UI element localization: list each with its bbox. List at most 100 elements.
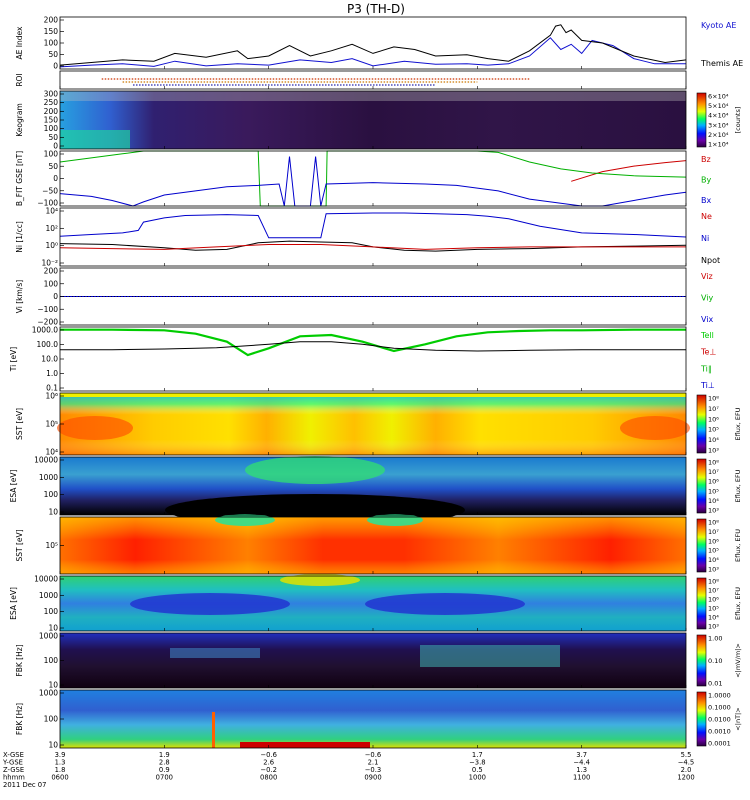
xaxis-value: 1000 — [469, 774, 486, 782]
esa_ion-colorbar-tick: 10⁶ — [708, 478, 719, 486]
keogram-ytick-label: 100 — [44, 124, 59, 133]
fbk_e-ytick-label: 100 — [44, 656, 59, 665]
sst_ion-colorbar-tick: 10⁴ — [708, 436, 719, 444]
sst_ion-ylabel: SST [eV] — [15, 408, 24, 440]
xaxis-value: 0700 — [156, 774, 173, 782]
esa-electron-yellow — [280, 574, 360, 586]
keogram-bright-band — [60, 130, 130, 149]
velocity-ylabel: Vi [km/s] — [15, 280, 24, 313]
esa_elec-ytick-label: 1000 — [39, 591, 58, 600]
esa_elec-ytick-label: 10000 — [34, 575, 58, 584]
xaxis-value: 3.7 — [576, 751, 587, 759]
xaxis-value: −4.4 — [573, 759, 590, 767]
xaxis-value: 1200 — [677, 774, 694, 782]
xaxis-value: 1.3 — [55, 759, 66, 767]
sst_elec-colorbar-tick: 10⁴ — [708, 556, 719, 564]
xaxis-value: −0.3 — [365, 766, 382, 774]
xaxis-date: 2011 Dec 07 — [3, 781, 46, 789]
xaxis-value: −0.2 — [260, 766, 277, 774]
density-legend-ne: Ne — [701, 212, 712, 221]
sst_ion-colorbar-tick: 10⁷ — [708, 405, 719, 413]
xaxis-value: 1100 — [573, 774, 590, 782]
roi-ylabel: ROI — [15, 73, 24, 86]
esa_ion-ylabel: ESA [eV] — [9, 470, 18, 503]
esa_ion-colorbar-tick: 10³ — [708, 507, 719, 515]
esa_ion-ytick-label: 10 — [48, 508, 58, 517]
sst_elec-colorbar-label: Eflux, EFU — [734, 529, 742, 562]
ae-ytick-label: 150 — [44, 27, 59, 36]
bfield-ytick-label: 100 — [44, 150, 59, 159]
esa_ion-colorbar-tick: 10⁷ — [708, 468, 719, 476]
ae-ytick-label: 200 — [44, 16, 59, 25]
xaxis-value: 2.1 — [368, 759, 379, 767]
temperature-ytick-label: 0.1 — [46, 384, 58, 393]
fbk_b-colorbar-tick: 0.0100 — [708, 716, 731, 724]
sst_elec-colorbar-tick: 10⁷ — [708, 528, 719, 536]
bfield-ytick-label: 0 — [53, 174, 58, 183]
x-axis-annotation: X-GSE 3.9 1.9 −0.6 −0.6 1.7 3.7 5.5 Y-GSE 1.3 2.8 2… — [2, 751, 695, 789]
temperature-ytick-label: 10.0 — [41, 355, 58, 364]
fbk_b-colorbar-tick: 0.0010 — [708, 728, 731, 736]
xaxis-value: −0.6 — [365, 751, 382, 759]
keogram-colorbar-tick: 3×10⁴ — [708, 121, 729, 129]
fbk_b-colorbar — [696, 691, 707, 747]
sst_ion-colorbar-label: Eflux, EFU — [734, 407, 742, 440]
fbk-e-heatmap — [60, 633, 686, 688]
velocity-legend-viy: Viy — [701, 294, 714, 303]
esa-electron-blue-left — [130, 593, 290, 615]
fbk-e-band-left — [170, 648, 260, 658]
temperature-ytick-label: 100.0 — [37, 340, 59, 349]
bfield-ytick-label: −100 — [37, 199, 58, 208]
esa_ion-colorbar-label: Eflux, EFU — [734, 469, 742, 502]
fbk_e-colorbar-tick: 0.01 — [708, 680, 722, 688]
keogram-heatmap — [60, 91, 686, 149]
sst_ion-colorbar-tick: 10³ — [708, 447, 719, 455]
fbk_b-colorbar-tick: 0.1000 — [708, 704, 731, 712]
esa_elec-colorbar-label: Eflux, EFU — [734, 587, 742, 620]
xaxis-value: 2.6 — [263, 759, 274, 767]
fbk_e-ytick-label: 10 — [48, 681, 58, 690]
fbk_b-ytick-label: 100 — [44, 715, 59, 724]
velocity-ytick-label: 0 — [53, 292, 58, 301]
fbk-b-spike — [212, 712, 215, 748]
velocity-ytick-label: −100 — [37, 305, 58, 314]
density-series-ne — [59, 244, 686, 250]
esa-ion-core — [245, 456, 385, 484]
ae-legend-themisae: Themis AE — [700, 59, 743, 68]
xaxis-value: 0.5 — [472, 766, 483, 774]
xaxis-value: 0600 — [51, 774, 68, 782]
sst_elec-colorbar-tick: 10⁶ — [708, 537, 719, 545]
keogram-colorbar-tick: 5×10⁴ — [708, 102, 729, 110]
ae-ytick-label: 100 — [44, 39, 59, 48]
temperature-frame — [59, 326, 687, 392]
fbk_b-colorbar-tick: 1.0000 — [708, 692, 731, 700]
fbk_e-ytick-label: 1000 — [39, 632, 58, 641]
density-ytick-label: 10⁰ — [45, 241, 58, 250]
temperature-legend-ti: Ti⊥ — [700, 381, 715, 390]
sst_ion-colorbar-tick: 10⁸ — [708, 395, 719, 403]
keogram-colorbar-label: [counts] — [734, 107, 742, 134]
bfield-ylabel: B_FIT GSE [nT] — [15, 151, 24, 206]
velocity-legend-vix: Vix — [701, 315, 714, 324]
sst_elec-colorbar-tick: 10⁵ — [708, 547, 719, 555]
keogram-ylabel: Keogram — [15, 103, 24, 137]
keogram-colorbar-tick: 6×10⁴ — [708, 93, 729, 101]
fbk-b-heatmap — [60, 690, 686, 748]
velocity-ytick-label: 200 — [44, 267, 59, 276]
sst_elec-colorbar — [696, 518, 707, 573]
esa_ion-colorbar-tick: 10⁴ — [708, 497, 719, 505]
sst_elec-ytick-label: 10⁵ — [45, 541, 58, 550]
esa_elec-colorbar — [696, 577, 707, 630]
temperature-ytick-label: 1000.0 — [32, 326, 58, 335]
sst_elec-colorbar-tick: 10³ — [708, 566, 719, 574]
xaxis-row-name: Y-GSE — [2, 759, 23, 767]
bfield-legend-bz: Bz — [701, 155, 711, 164]
sst_ion-colorbar-tick: 10⁶ — [708, 415, 719, 423]
sst_ion-ytick-label: 10⁶ — [45, 392, 58, 401]
bfield-series-bz — [571, 160, 687, 182]
xaxis-value: 0.9 — [159, 766, 170, 774]
temperature-series-tell — [60, 328, 686, 357]
temperature-legend-te: Te⊥ — [700, 348, 716, 357]
sst_ion-ytick-label: 10⁴ — [45, 448, 58, 457]
